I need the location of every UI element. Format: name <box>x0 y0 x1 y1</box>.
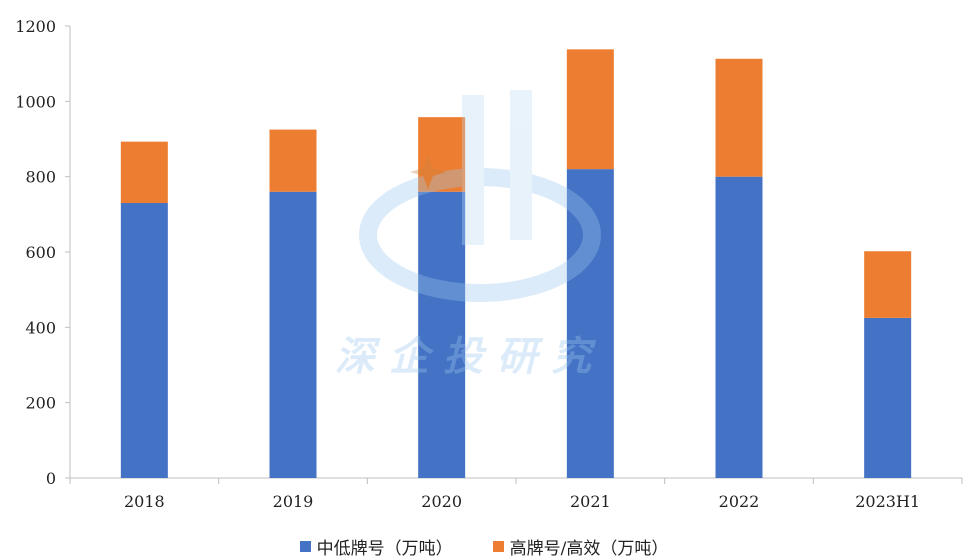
bar-low-grade-2020 <box>418 191 466 478</box>
y-axis: 0 200 400 600 800 1000 1200 <box>15 17 71 488</box>
legend-label-low-grade: 中低牌号（万吨） <box>316 539 453 559</box>
y-tick-label: 200 <box>25 394 56 413</box>
watermark-text: 深企投研究 <box>335 333 605 380</box>
legend-label-high-grade: 高牌号/高效（万吨） <box>509 539 669 559</box>
bar-low-grade-2021 <box>566 169 614 478</box>
x-axis: 2018 2019 2020 2021 2022 2023H1 <box>69 477 963 511</box>
watermark-logo: 深企投研究 <box>335 90 605 380</box>
bar-high-grade-2019 <box>269 129 317 192</box>
legend-swatch-low-grade <box>299 541 311 552</box>
y-tick-label: 400 <box>25 318 56 337</box>
x-tick-label: 2023H1 <box>855 492 920 511</box>
x-tick-label: 2018 <box>124 492 165 511</box>
bar-high-grade-2020 <box>418 117 466 192</box>
bar-high-grade-2018 <box>120 141 168 204</box>
y-tick-label: 0 <box>46 469 56 488</box>
y-tick-label: 800 <box>25 168 56 187</box>
x-tick-label: 2022 <box>719 492 760 511</box>
bar-low-grade-2018 <box>120 203 168 479</box>
bar-low-grade-2023H1 <box>864 317 912 478</box>
bar-low-grade-2022 <box>715 176 763 478</box>
legend-item-low-grade: 中低牌号（万吨） <box>299 534 453 559</box>
legend-swatch-high-grade <box>492 541 504 552</box>
x-tick-label: 2021 <box>570 492 611 511</box>
bar-high-grade-2022 <box>715 58 763 177</box>
bar-high-grade-2023H1 <box>864 251 912 318</box>
y-tick-label: 1200 <box>15 17 56 36</box>
x-tick-label: 2019 <box>273 492 314 511</box>
y-tick-label: 600 <box>25 243 56 262</box>
bars <box>120 49 912 479</box>
bar-low-grade-2019 <box>269 191 317 478</box>
legend-item-high-grade: 高牌号/高效（万吨） <box>492 534 669 559</box>
x-tick-label: 2020 <box>421 492 462 511</box>
bar-high-grade-2021 <box>566 49 614 170</box>
y-tick-label: 1000 <box>15 92 56 111</box>
legend: 中低牌号（万吨） 高牌号/高效（万吨） <box>0 534 968 559</box>
